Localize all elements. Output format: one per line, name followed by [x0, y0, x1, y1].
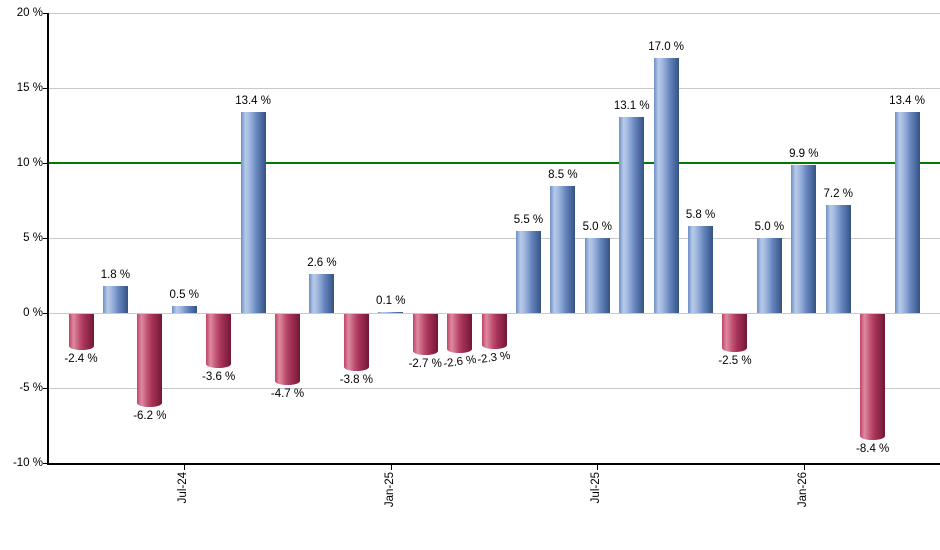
- y-axis-line: [47, 13, 49, 465]
- bar-value-label: 9.9 %: [789, 147, 819, 160]
- bar-value-label: 5.0 %: [754, 221, 785, 233]
- bar-value-label: 5.5 %: [513, 213, 544, 226]
- chart-bar: [515, 230, 541, 313]
- x-tick-label: Jul-24: [177, 472, 190, 504]
- y-tick-label: 0 %: [23, 307, 43, 319]
- bar-value-label: 13.1 %: [613, 99, 650, 112]
- chart-bar: [894, 112, 920, 313]
- bar-value-label: 13.4 %: [889, 95, 925, 107]
- chart-bar: [275, 314, 301, 385]
- y-tick-label: 5 %: [23, 232, 43, 244]
- chart-bar: [584, 238, 610, 313]
- chart-bar: [343, 314, 369, 371]
- chart-bar: [412, 314, 438, 355]
- y-grid-line: [49, 238, 940, 239]
- bar-value-label: -8.4 %: [856, 443, 890, 455]
- bar-value-label: 1.8 %: [100, 269, 131, 281]
- bar-value-label: -6.2 %: [133, 410, 167, 422]
- bar-value-label: 0.1 %: [376, 294, 406, 307]
- chart-bar: [756, 238, 782, 313]
- bar-value-label: 0.5 %: [169, 288, 199, 301]
- x-tick-label: Jan-25: [383, 472, 396, 508]
- chart-bar: [102, 286, 128, 313]
- chart-bar: [447, 314, 473, 353]
- chart-bar: [171, 305, 197, 313]
- x-tick-label: Jan-26: [796, 472, 809, 508]
- x-axis-line: [47, 463, 940, 465]
- bar-value-label: 5.8 %: [685, 209, 716, 221]
- y-tick-label: -5 %: [19, 382, 43, 394]
- reference-line: [49, 162, 940, 164]
- y-axis-tick-mark: [43, 163, 48, 164]
- chart-bar: [688, 226, 714, 313]
- y-grid-line: [49, 388, 940, 389]
- chart-bar: [550, 185, 576, 313]
- chart-bar: [68, 314, 94, 350]
- x-axis-tick-mark: [184, 465, 186, 470]
- bar-value-label: 13.4 %: [235, 95, 271, 107]
- y-tick-label: -10 %: [12, 457, 43, 469]
- chart-bar: [825, 205, 851, 313]
- chart-bar: [791, 164, 817, 313]
- y-grid-line: [49, 88, 940, 89]
- bar-value-label: 8.5 %: [548, 168, 578, 181]
- bar-value-label: -2.5 %: [718, 354, 752, 367]
- y-axis-tick-mark: [43, 463, 48, 464]
- bar-value-label: -2.7 %: [408, 357, 442, 370]
- bar-value-label: 5.0 %: [582, 221, 612, 233]
- y-axis-tick-mark: [43, 13, 48, 14]
- y-axis-tick-mark: [43, 88, 48, 89]
- x-axis-tick-mark: [597, 465, 599, 470]
- y-grid-line: [49, 313, 940, 314]
- chart-bar: [240, 112, 266, 313]
- y-tick-label: 20 %: [16, 7, 43, 19]
- bar-value-label: 2.6 %: [307, 257, 337, 269]
- y-tick-label: 10 %: [16, 157, 43, 169]
- bar-value-label: -3.6 %: [202, 371, 236, 383]
- chart-bar: [378, 311, 404, 313]
- chart-bar: [481, 314, 507, 349]
- chart-bar: [619, 116, 645, 313]
- bar-value-label: -3.8 %: [339, 374, 373, 386]
- chart-bar: [137, 314, 163, 407]
- chart-bar: [860, 314, 886, 440]
- bar-value-label: -2.4 %: [64, 353, 98, 365]
- bar-value-label: 7.2 %: [823, 188, 853, 200]
- bar-value-label: 17.0 %: [648, 41, 685, 53]
- chart-bar: [206, 314, 232, 368]
- bar-value-label: -4.7 %: [270, 387, 305, 400]
- y-grid-line: [49, 13, 940, 14]
- x-axis-tick-mark: [390, 465, 392, 470]
- chart-bar: [653, 58, 679, 313]
- y-axis-tick-mark: [43, 238, 48, 239]
- y-axis-tick-mark: [43, 388, 48, 389]
- chart-bar: [309, 274, 335, 313]
- x-axis-tick-mark: [803, 465, 805, 470]
- x-tick-label: Jul-25: [590, 472, 603, 504]
- y-tick-label: 15 %: [16, 82, 43, 94]
- y-axis-tick-mark: [43, 313, 48, 314]
- chart-bar: [722, 314, 748, 352]
